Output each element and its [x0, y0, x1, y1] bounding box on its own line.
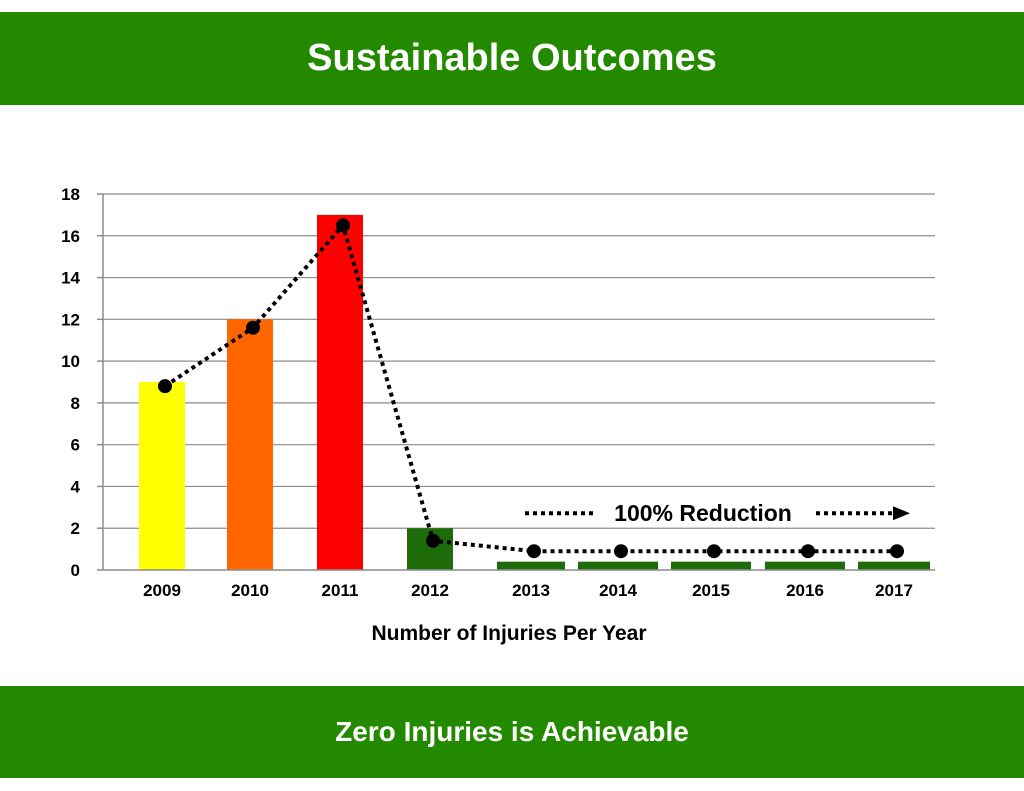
- y-tick-label: 12: [61, 310, 80, 329]
- y-tick-label: 2: [71, 519, 80, 538]
- reduction-arrowhead: [893, 506, 910, 521]
- tagline-text: Zero Injuries is Achievable: [335, 716, 689, 747]
- y-tick-label: 16: [61, 227, 80, 246]
- x-tick-label: 2016: [786, 581, 824, 600]
- trend-point-2017: [890, 544, 904, 559]
- x-axis-title: Number of Injuries Per Year: [371, 622, 646, 645]
- trend-point-2015: [707, 544, 721, 559]
- y-tick-label: 6: [71, 436, 80, 455]
- trend-point-2014: [614, 544, 628, 559]
- bar-2013: [497, 561, 565, 570]
- y-tick-label: 18: [61, 185, 80, 204]
- x-tick-label: 2014: [599, 581, 637, 600]
- x-tick-label: 2015: [692, 581, 730, 600]
- reduction-label: 100% Reduction: [614, 500, 792, 526]
- bar-2016: [765, 561, 845, 570]
- y-tick-label: 8: [71, 394, 80, 413]
- bar-2011: [317, 214, 363, 570]
- trend-point-2011: [336, 218, 350, 233]
- y-tick-label: 10: [61, 352, 80, 371]
- x-tick-label: 2009: [143, 581, 181, 600]
- trend-point-2010: [246, 320, 260, 335]
- trend-point-2013: [527, 544, 541, 559]
- trend-point-2016: [801, 544, 815, 559]
- title-banner: Sustainable Outcomes: [0, 12, 1024, 105]
- x-tick-label: 2010: [231, 581, 269, 600]
- page-title: Sustainable Outcomes: [307, 37, 717, 79]
- y-tick-label: 4: [71, 477, 81, 496]
- trend-line: [163, 221, 897, 554]
- bar-2015: [671, 561, 751, 570]
- bar-2010: [227, 319, 273, 570]
- x-tick-label: 2013: [512, 581, 550, 600]
- tagline-banner: Zero Injuries is Achievable: [0, 686, 1024, 778]
- x-tick-label: 2011: [322, 581, 359, 600]
- bar-2017: [858, 561, 930, 570]
- bar-2009: [139, 382, 185, 570]
- y-tick-label: 0: [71, 561, 80, 580]
- x-tick-label: 2012: [411, 581, 449, 600]
- y-tick-label: 14: [61, 269, 80, 288]
- trend-point-2012: [426, 533, 440, 548]
- x-tick-label: 2017: [875, 581, 913, 600]
- trend-point-2009: [158, 379, 172, 394]
- bar-2014: [578, 561, 658, 570]
